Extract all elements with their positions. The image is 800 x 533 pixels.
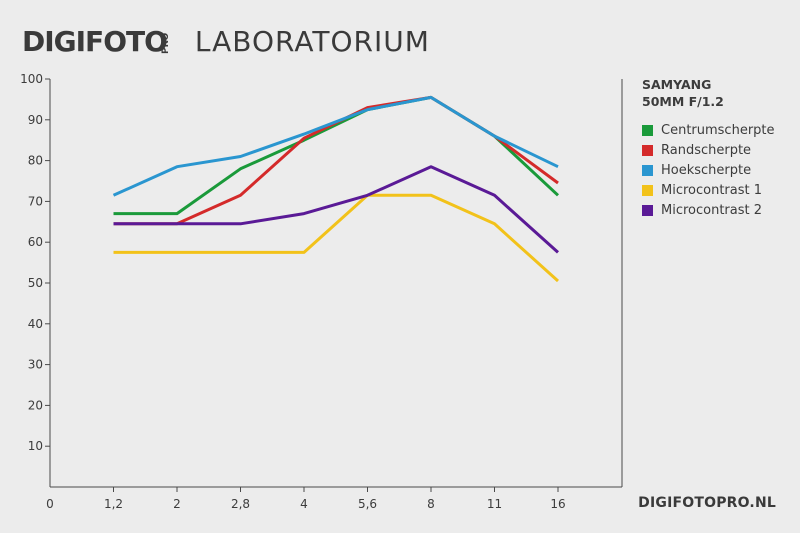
header: DIGIFOTO PRO LABORATORIUM — [22, 16, 430, 56]
legend-swatch — [642, 144, 653, 156]
y-axis-ticks: 10 20 30 40 50 60 70 80 90 100 — [20, 72, 50, 453]
x-tick-label: 16 — [550, 497, 565, 511]
chart-title-line-2: 50MM F/1.2 — [642, 94, 724, 109]
axes — [49, 79, 623, 488]
x-tick-label: 5,6 — [358, 497, 377, 511]
legend-swatch — [642, 124, 653, 136]
y-tick-label: 20 — [28, 398, 43, 412]
legend-label: Hoekscherpte — [661, 162, 752, 178]
legend-swatch — [642, 164, 653, 176]
series-line-microcontrast-1 — [113, 193, 560, 283]
legend-label: Centrumscherpte — [661, 122, 775, 138]
y-tick-label: 40 — [28, 317, 43, 331]
chart-title-line-1: SAMYANG — [642, 77, 712, 92]
series-line-centrumscherpte — [113, 95, 560, 216]
y-tick-label: 10 — [28, 439, 43, 453]
site-url: DIGIFOTOPRO.NL — [638, 495, 776, 511]
series-lines — [112, 95, 560, 283]
series-line-microcontrast-2 — [113, 165, 560, 254]
x-tick-label: 0 — [46, 497, 54, 511]
x-axis-ticks: 0 1,2 2 2,8 4 5,6 8 11 16 — [46, 487, 566, 511]
legend: SAMYANG 50MM F/1.2 Centrumscherpte Randsc… — [642, 76, 775, 221]
legend-list: Centrumscherpte Randscherpte Hoekscherpte M… — [642, 120, 775, 221]
legend-label: Randscherpte — [661, 142, 752, 158]
section-title: LABORATORIUM — [194, 25, 430, 58]
y-tick-label: 90 — [28, 113, 43, 127]
y-tick-label: 50 — [28, 276, 43, 290]
legend-label: Microcontrast 2 — [661, 203, 763, 219]
y-tick-label: 60 — [28, 235, 43, 249]
x-tick-label: 11 — [487, 497, 502, 511]
y-tick-label: 30 — [28, 358, 43, 372]
legend-item: Centrumscherpte — [642, 120, 775, 140]
legend-swatch — [642, 185, 653, 197]
brand-logo: DIGIFOTO — [22, 25, 168, 58]
y-tick-label: 70 — [28, 194, 43, 208]
legend-item: Microcontrast 2 — [642, 201, 775, 221]
y-tick-label: 80 — [28, 154, 43, 168]
legend-item: Randscherpte — [642, 140, 775, 160]
x-tick-label: 8 — [427, 497, 435, 511]
x-tick-label: 4 — [300, 497, 308, 511]
legend-item: Microcontrast 1 — [642, 181, 775, 201]
legend-label: Microcontrast 1 — [661, 183, 763, 199]
legend-swatch — [642, 205, 653, 217]
x-tick-label: 2 — [173, 497, 181, 511]
legend-item: Hoekscherpte — [642, 160, 775, 180]
x-tick-label: 2,8 — [231, 497, 250, 511]
x-tick-label: 1,2 — [104, 497, 123, 511]
series-line-hoekscherpte — [112, 95, 559, 197]
chart-title: SAMYANG 50MM F/1.2 — [642, 76, 775, 110]
y-tick-label: 100 — [20, 72, 43, 86]
